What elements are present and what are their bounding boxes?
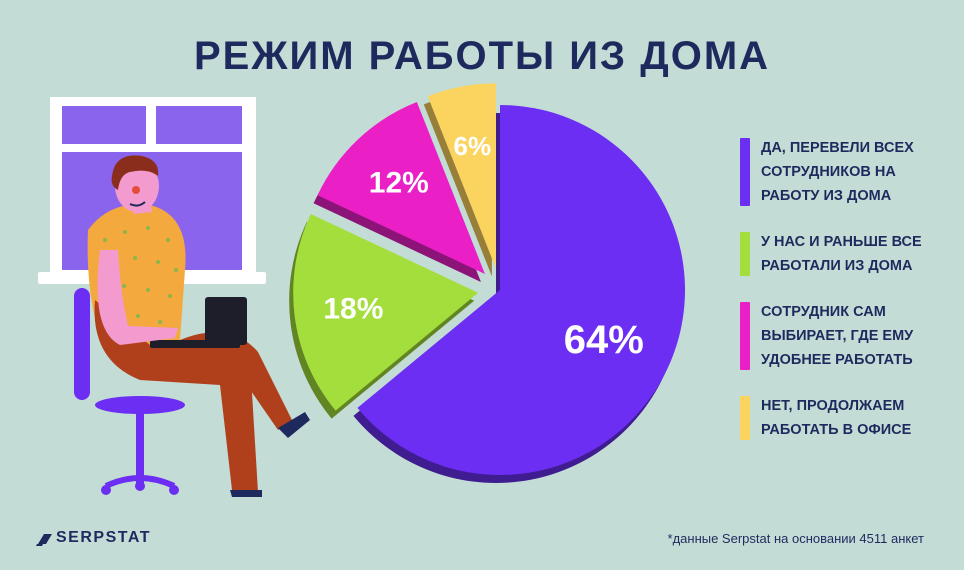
pie-slice-1 (293, 213, 479, 411)
pie-label-3: 6% (454, 131, 492, 161)
serpstat-logo-icon (36, 534, 52, 546)
legend-swatch-1 (740, 232, 750, 276)
logo-text: SERPSTAT (56, 529, 151, 546)
legend-swatch-0 (740, 138, 750, 206)
pie-label-2: 12% (369, 166, 429, 199)
page-title: РЕЖИМ РАБОТЫ ИЗ ДОМА (193, 34, 771, 78)
legend-label-3: НЕТ, ПРОДОЛЖАЕМ РАБОТАТЬ В ОФИСЕ (761, 398, 912, 438)
person-illustration (74, 155, 310, 497)
pie-slice-3 (427, 83, 496, 269)
pie-label-1: 18% (323, 293, 383, 326)
pie-chart: 64% 18% 12% 6% (289, 83, 686, 483)
legend-swatch-3 (740, 396, 750, 440)
legend-label-0: ДА, ПЕРЕВЕЛИ ВСЕХ СОТРУДНИКОВ НА РАБОТУ … (761, 140, 914, 204)
legend-swatch-2 (740, 302, 750, 370)
legend-label-1: У НАС И РАНЬШЕ ВСЕ РАБОТАЛИ ИЗ ДОМА (761, 234, 922, 274)
pie-slice-0 (357, 105, 686, 476)
pie-label-0: 64% (564, 318, 644, 362)
legend-label-2: СОТРУДНИК САМ ВЫБИРАЕТ, ГДЕ ЕМУ УДОБНЕЕ … (761, 304, 914, 368)
footnote: *данные Serpstat на основании 4511 анкет (667, 531, 924, 546)
pie-slice-2 (317, 101, 485, 274)
